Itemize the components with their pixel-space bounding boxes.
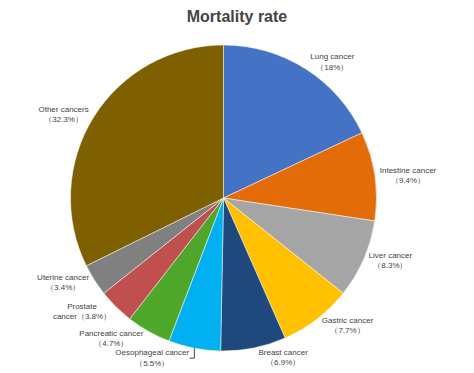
- svg-text:Mortality rate: Mortality rate: [187, 8, 288, 25]
- svg-text:Oesophageal cancer（5.5%）: Oesophageal cancer（5.5%）: [115, 348, 189, 367]
- svg-text:Uterine cancer（3.4%）: Uterine cancer（3.4%）: [37, 273, 89, 292]
- svg-text:Other cancers（32.3%）: Other cancers（32.3%）: [38, 105, 88, 124]
- svg-text:Liver cancer（8.3%）: Liver cancer（8.3%）: [369, 251, 413, 270]
- svg-text:Prostatecancer（3.8%）: Prostatecancer（3.8%）: [53, 302, 111, 321]
- svg-text:Breast cancer（6.9%）: Breast cancer（6.9%）: [258, 348, 308, 367]
- svg-text:Intestine cancer（9.4%）: Intestine cancer（9.4%）: [380, 166, 437, 185]
- svg-text:Pancreatic cancer（4.7%）: Pancreatic cancer（4.7%）: [79, 329, 143, 348]
- svg-text:Lung cancer（18%）: Lung cancer（18%）: [310, 52, 354, 71]
- svg-text:Gastric cancer（7.7%）: Gastric cancer（7.7%）: [322, 316, 374, 335]
